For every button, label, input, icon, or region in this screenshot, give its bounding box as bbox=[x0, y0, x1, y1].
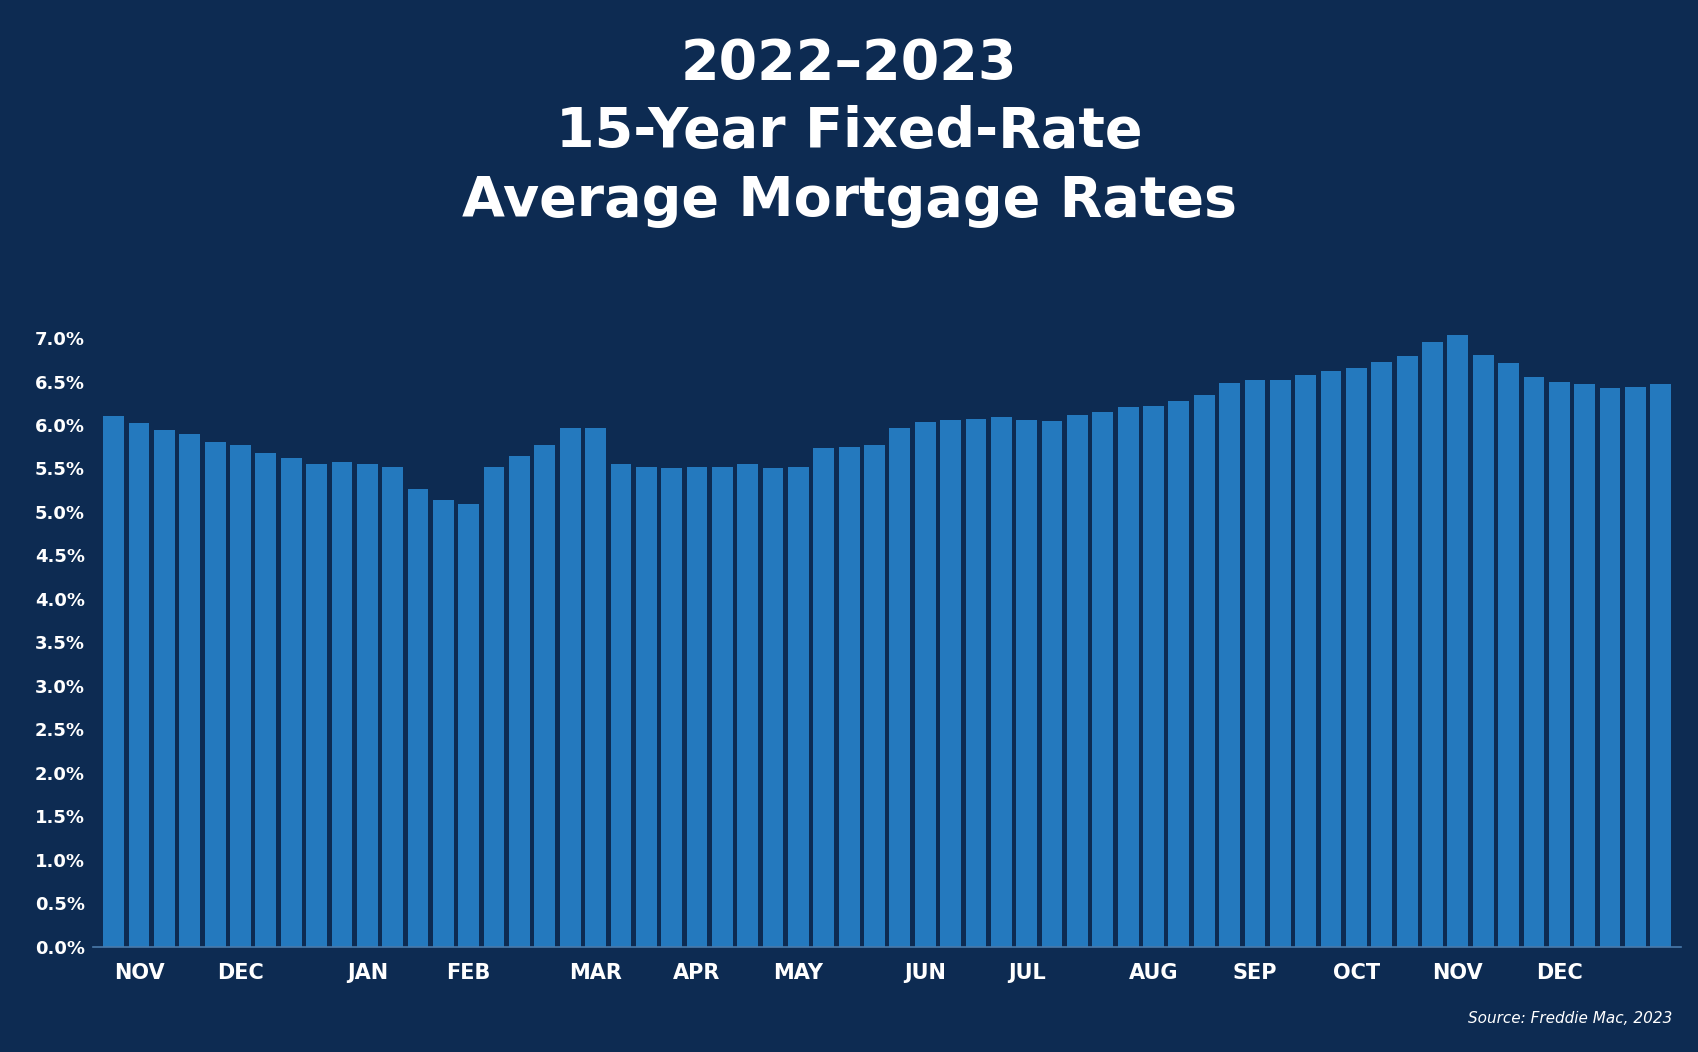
Bar bbox=[890, 427, 910, 947]
Bar bbox=[813, 448, 834, 947]
Bar bbox=[560, 427, 581, 947]
Bar bbox=[255, 452, 277, 947]
Bar bbox=[1296, 376, 1316, 947]
Bar bbox=[1498, 363, 1520, 947]
Bar bbox=[864, 445, 885, 947]
Bar bbox=[1372, 362, 1392, 947]
Bar bbox=[635, 467, 657, 947]
Bar bbox=[661, 468, 683, 947]
Bar bbox=[915, 423, 936, 947]
Bar bbox=[1066, 416, 1088, 947]
Bar bbox=[1447, 336, 1469, 947]
Bar bbox=[839, 447, 859, 947]
Bar bbox=[788, 467, 808, 947]
Text: 2022–2023: 2022–2023 bbox=[681, 37, 1017, 90]
Bar bbox=[1194, 394, 1214, 947]
Bar bbox=[1472, 356, 1494, 947]
Bar bbox=[331, 463, 351, 947]
Bar bbox=[408, 489, 428, 947]
Bar bbox=[686, 467, 708, 947]
Bar bbox=[1017, 420, 1037, 947]
Bar bbox=[611, 464, 632, 947]
Bar bbox=[1650, 384, 1671, 947]
Bar bbox=[1423, 342, 1443, 947]
Bar bbox=[484, 467, 504, 947]
Bar bbox=[1549, 382, 1569, 947]
Bar bbox=[1523, 378, 1543, 947]
Bar bbox=[941, 420, 961, 947]
Bar bbox=[1574, 384, 1594, 947]
Bar bbox=[155, 430, 175, 947]
Bar bbox=[1321, 371, 1341, 947]
Bar bbox=[280, 458, 302, 947]
Bar bbox=[992, 418, 1012, 947]
Bar bbox=[1092, 412, 1114, 947]
Bar bbox=[129, 423, 149, 947]
Bar bbox=[1143, 406, 1163, 947]
Bar bbox=[180, 433, 200, 947]
Bar bbox=[1625, 387, 1645, 947]
Bar bbox=[1219, 383, 1240, 947]
Bar bbox=[586, 427, 606, 947]
Bar bbox=[1270, 380, 1290, 947]
Bar bbox=[357, 464, 377, 947]
Text: Average Mortgage Rates: Average Mortgage Rates bbox=[462, 174, 1236, 227]
Bar bbox=[1117, 407, 1139, 947]
Bar bbox=[535, 445, 555, 947]
Bar bbox=[1600, 387, 1620, 947]
Bar bbox=[966, 419, 987, 947]
Bar bbox=[1347, 368, 1367, 947]
Bar bbox=[1245, 380, 1265, 947]
Bar bbox=[1041, 421, 1063, 947]
Text: 15-Year Fixed-Rate: 15-Year Fixed-Rate bbox=[555, 105, 1143, 159]
Text: Source: Freddie Mac, 2023: Source: Freddie Mac, 2023 bbox=[1469, 1011, 1673, 1026]
Bar bbox=[509, 457, 530, 947]
Bar bbox=[762, 468, 783, 947]
Bar bbox=[433, 500, 453, 947]
Bar bbox=[1397, 357, 1418, 947]
Bar bbox=[231, 445, 251, 947]
Bar bbox=[737, 464, 757, 947]
Bar bbox=[205, 443, 226, 947]
Bar bbox=[104, 417, 124, 947]
Bar bbox=[458, 504, 479, 947]
Bar bbox=[711, 467, 734, 947]
Bar bbox=[306, 464, 328, 947]
Bar bbox=[1168, 401, 1189, 947]
Bar bbox=[382, 467, 402, 947]
